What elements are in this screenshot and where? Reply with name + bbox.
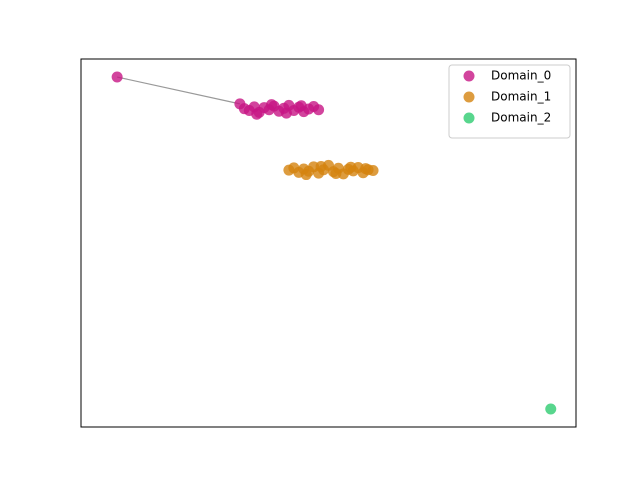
point [315, 160, 327, 172]
point [251, 108, 263, 120]
point [300, 169, 312, 181]
point [111, 71, 123, 83]
point [360, 163, 372, 175]
point [330, 167, 342, 179]
legend-marker [463, 70, 475, 82]
legend-box [448, 64, 571, 139]
legend-label: Domain_1 [491, 90, 551, 104]
legend-marker [463, 91, 475, 103]
point [295, 100, 307, 112]
point [545, 403, 557, 415]
point [313, 104, 325, 116]
point [266, 99, 278, 111]
legend-label: Domain_2 [491, 111, 551, 125]
plot-frame [80, 58, 577, 428]
legend-label: Domain_0 [491, 69, 551, 83]
legend-marker [463, 112, 475, 124]
point [280, 107, 292, 119]
point [345, 161, 357, 173]
connector [117, 76, 241, 105]
